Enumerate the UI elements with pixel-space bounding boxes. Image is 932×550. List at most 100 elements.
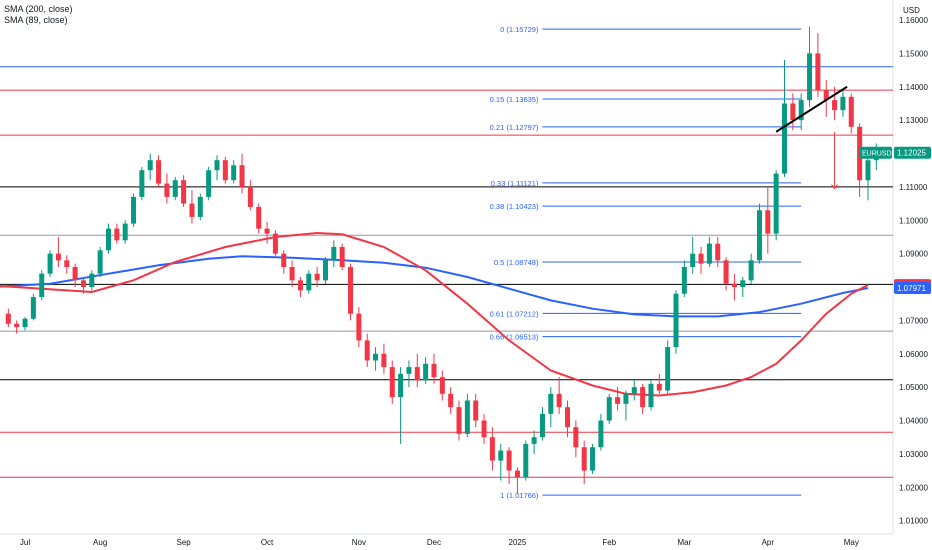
candle-body[interactable] — [514, 470, 520, 478]
candle-body[interactable] — [456, 407, 462, 434]
candle-body[interactable] — [114, 228, 120, 241]
candle-body[interactable] — [565, 407, 571, 428]
sma89-line[interactable] — [0, 231, 869, 397]
candle-body[interactable] — [590, 447, 596, 471]
candle-body[interactable] — [473, 400, 479, 421]
candle-body[interactable] — [189, 203, 195, 217]
candle-body[interactable] — [423, 363, 429, 381]
candle-body[interactable] — [498, 450, 504, 461]
candle-body[interactable] — [832, 100, 838, 111]
candle-body[interactable] — [64, 260, 70, 267]
candle-body[interactable] — [598, 420, 604, 448]
candle-body[interactable] — [506, 450, 512, 471]
candle-body[interactable] — [147, 160, 153, 171]
candle-body[interactable] — [272, 233, 278, 254]
candle-body[interactable] — [698, 253, 704, 264]
candle-body[interactable] — [606, 397, 612, 421]
candle-body[interactable] — [30, 297, 36, 319]
candle-body[interactable] — [373, 353, 379, 361]
candle-body[interactable] — [172, 180, 178, 197]
candle-body[interactable] — [539, 413, 545, 438]
candle-body[interactable] — [756, 210, 762, 261]
candle-body[interactable] — [322, 260, 328, 281]
candle-body[interactable] — [531, 437, 537, 444]
candle-body[interactable] — [765, 210, 771, 234]
candle-body[interactable] — [406, 367, 412, 374]
candle-body[interactable] — [773, 173, 779, 234]
candle-body[interactable] — [364, 340, 370, 361]
sma89-legend[interactable]: SMA (89, close) — [4, 15, 68, 25]
candle-body[interactable] — [14, 323, 20, 328]
candle-body[interactable] — [256, 206, 262, 229]
candle-body[interactable] — [314, 273, 320, 281]
candle-body[interactable] — [181, 180, 187, 204]
sma200-line[interactable] — [0, 255, 869, 318]
candle-body[interactable] — [72, 267, 78, 281]
candle-body[interactable] — [581, 447, 587, 471]
candle-body[interactable] — [389, 367, 395, 398]
candle-body[interactable] — [348, 267, 354, 314]
candle-body[interactable] — [798, 100, 804, 121]
candle-body[interactable] — [439, 377, 445, 394]
candle-body[interactable] — [731, 283, 737, 288]
candle-body[interactable] — [706, 243, 712, 264]
candle-body[interactable] — [556, 393, 562, 408]
candle-body[interactable] — [247, 186, 253, 207]
candle-body[interactable] — [131, 196, 137, 224]
candle-body[interactable] — [431, 363, 437, 378]
candle-body[interactable] — [80, 280, 86, 288]
candle-body[interactable] — [5, 313, 11, 324]
candle-body[interactable] — [740, 280, 746, 288]
candle-body[interactable] — [673, 293, 679, 348]
candle-body[interactable] — [89, 273, 95, 288]
candle-body[interactable] — [381, 353, 387, 368]
candle-body[interactable] — [289, 267, 295, 281]
candle-body[interactable] — [840, 96, 846, 111]
candle-body[interactable] — [156, 160, 162, 184]
candle-body[interactable] — [139, 170, 145, 197]
candle-body[interactable] — [857, 126, 863, 181]
candle-body[interactable] — [681, 267, 687, 294]
candle-body[interactable] — [122, 223, 128, 241]
candle-body[interactable] — [815, 53, 821, 91]
candle-body[interactable] — [723, 260, 729, 284]
candle-body[interactable] — [523, 443, 529, 478]
candle-body[interactable] — [690, 253, 696, 267]
trendline[interactable] — [775, 85, 848, 133]
candle-body[interactable] — [665, 347, 671, 391]
candle-body[interactable] — [481, 420, 487, 438]
candle-body[interactable] — [448, 393, 454, 408]
candle-body[interactable] — [331, 246, 337, 261]
candle-body[interactable] — [297, 280, 303, 291]
candle-body[interactable] — [631, 387, 637, 394]
candle-body[interactable] — [848, 96, 854, 127]
candle-body[interactable] — [656, 383, 662, 391]
candle-body[interactable] — [464, 400, 470, 434]
candle-body[interactable] — [105, 228, 111, 251]
candle-body[interactable] — [715, 243, 721, 261]
candle-body[interactable] — [55, 253, 61, 261]
candle-body[interactable] — [231, 165, 237, 181]
candle-body[interactable] — [306, 273, 312, 291]
candle-body[interactable] — [782, 103, 788, 174]
sma200-legend[interactable]: SMA (200, close) — [4, 4, 73, 14]
candle-body[interactable] — [640, 387, 646, 408]
candle-body[interactable] — [398, 373, 404, 398]
candle-body[interactable] — [264, 228, 270, 234]
candle-body[interactable] — [748, 260, 754, 281]
candle-body[interactable] — [790, 103, 796, 121]
candle-body[interactable] — [648, 383, 654, 408]
candle-body[interactable] — [22, 318, 28, 328]
candle-body[interactable] — [414, 367, 420, 381]
candle-body[interactable] — [164, 183, 170, 197]
candle-body[interactable] — [222, 160, 228, 181]
candle-body[interactable] — [206, 170, 212, 197]
candle-body[interactable] — [573, 427, 579, 448]
candle-body[interactable] — [339, 246, 345, 267]
candle-body[interactable] — [548, 393, 554, 414]
candle-body[interactable] — [356, 313, 362, 341]
candle-body[interactable] — [97, 250, 103, 274]
candle-body[interactable] — [281, 253, 287, 267]
candle-body[interactable] — [47, 253, 53, 274]
